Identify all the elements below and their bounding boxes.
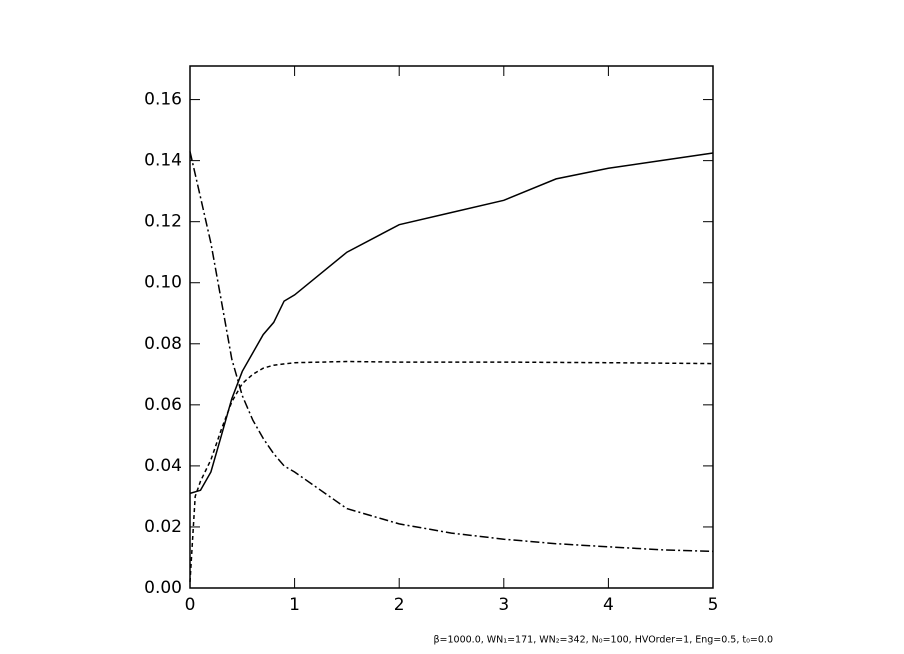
footnote: β=1000.0, WN₁=171, WN₂=342, N₀=100, HVOr… [433,635,773,646]
y-tick-label: 0.02 [144,517,182,537]
x-tick-label: 2 [394,595,405,615]
y-tick-label: 0.04 [144,456,182,476]
data-line [189,360,714,582]
y-tick-label: 0.10 [144,273,182,293]
x-tick-label: 3 [498,595,509,615]
x-tick-label: 4 [603,595,614,615]
y-tick-label: 0.14 [144,151,182,171]
y-tick-label: 0.06 [144,395,182,415]
plot-frame [189,65,714,589]
x-tick-label: 1 [289,595,300,615]
y-tick-label: 0.12 [144,212,182,232]
y-tick-label: 0.16 [144,90,182,110]
y-tick-label: 0.00 [144,578,182,598]
y-tick-label: 0.08 [144,334,182,354]
data-line [189,152,714,495]
data-line [189,151,714,553]
x-tick-label: 5 [708,595,719,615]
x-tick-label: 0 [185,595,196,615]
